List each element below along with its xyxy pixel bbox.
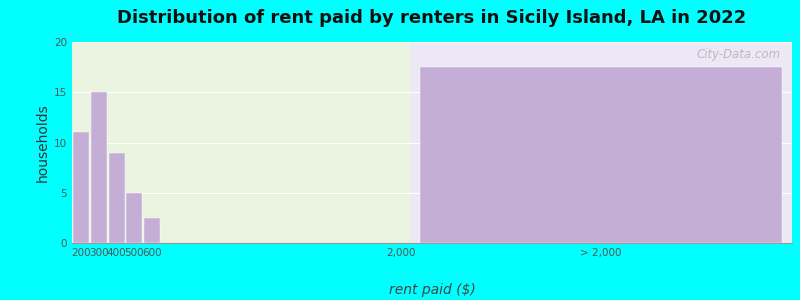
Text: Distribution of rent paid by renters in Sicily Island, LA in 2022: Distribution of rent paid by renters in …	[118, 9, 746, 27]
Text: rent paid ($): rent paid ($)	[389, 283, 475, 297]
Bar	[109, 152, 125, 243]
Bar	[144, 218, 160, 243]
Bar	[420, 67, 782, 243]
Y-axis label: households: households	[36, 103, 50, 182]
Bar	[73, 133, 89, 243]
Bar	[126, 193, 142, 243]
Bar	[90, 92, 106, 243]
Text: City-Data.com: City-Data.com	[697, 48, 781, 61]
